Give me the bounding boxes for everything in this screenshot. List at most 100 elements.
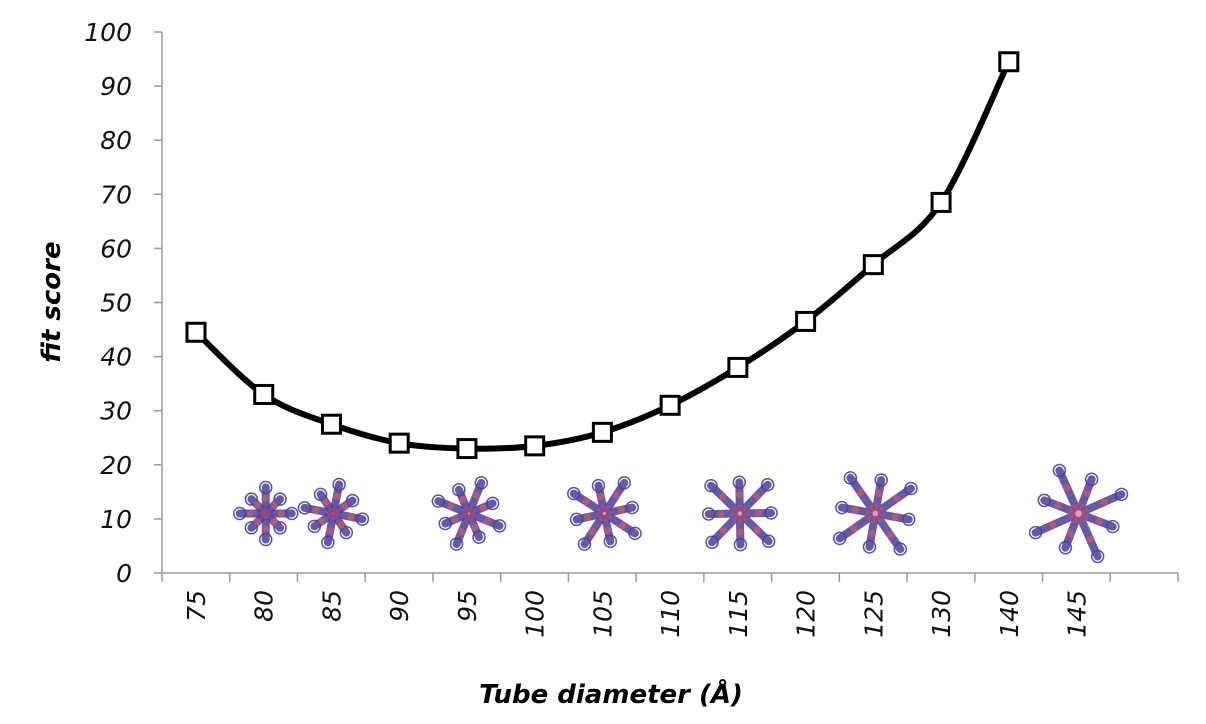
petal-dot (1082, 489, 1090, 497)
tube-petal (1037, 493, 1076, 515)
petal-dot (341, 502, 349, 510)
petal-dot (447, 502, 455, 510)
tube-petal (740, 513, 776, 549)
petal-dot (868, 530, 876, 538)
x-tick-label: 120 (792, 590, 821, 638)
petal-tip (449, 537, 464, 551)
petal-tip (1052, 463, 1067, 478)
petal-tip (704, 478, 718, 493)
petal-tip (492, 519, 507, 533)
y-tick-label: 90 (100, 72, 132, 101)
tube-petal (1081, 512, 1120, 534)
series-group (185, 51, 1020, 460)
petal-dot (886, 531, 894, 539)
tube-petal (605, 500, 639, 517)
series-line (193, 60, 1012, 452)
petal-tip (1090, 549, 1105, 564)
data-point-marker (524, 435, 546, 457)
petal-dot (262, 525, 270, 533)
petal-dot (719, 493, 727, 501)
y-tick-label: 40 (100, 343, 132, 372)
y-tick-label: 80 (100, 126, 132, 155)
x-tick-label: 130 (927, 590, 956, 638)
petal-dot (893, 495, 901, 503)
petal-dot (850, 524, 858, 532)
petal-dot (604, 526, 612, 534)
tube-petal (577, 514, 606, 551)
tube-core (1068, 503, 1089, 524)
data-point-marker (456, 438, 478, 460)
tube-petal (466, 514, 486, 544)
tube-petal (449, 514, 472, 551)
petal-tip (258, 480, 273, 495)
petal-dot (312, 506, 320, 514)
petal-tip (832, 531, 847, 546)
data-point-marker (253, 383, 275, 405)
petal-dot (584, 513, 592, 521)
tube-petal (297, 501, 334, 517)
x-tick-label: 90 (385, 590, 414, 622)
tube-cross-section-image (1028, 463, 1129, 564)
tube-petal (264, 512, 287, 535)
petal-dot (617, 506, 625, 514)
petal-dot (856, 488, 864, 496)
petal-dot (459, 495, 467, 503)
tube-petal (232, 506, 266, 521)
petal-tip (760, 477, 775, 492)
data-point-marker (998, 51, 1020, 73)
tube-petal (835, 500, 873, 517)
tube-petal (732, 475, 747, 512)
petal-dot (347, 513, 355, 521)
y-tick-label: 20 (100, 451, 132, 480)
tube-petal (1052, 463, 1080, 512)
tube-petal (705, 513, 740, 550)
petal-tip (591, 478, 606, 493)
tube-petal (1077, 472, 1099, 511)
petal-tip (835, 500, 849, 515)
tube-petal (469, 496, 500, 516)
petal-dot (322, 498, 330, 506)
petal-dot (253, 501, 261, 509)
petal-tip (232, 506, 247, 521)
petal-tip (567, 486, 581, 501)
tube-petal (862, 515, 879, 554)
petal-dot (875, 489, 883, 497)
petal-tip (577, 537, 592, 551)
petal-tip (474, 476, 489, 490)
y-tick-label: 100 (84, 18, 132, 47)
tube-core (731, 504, 749, 523)
tube-petal (877, 510, 916, 527)
petal-tip (893, 542, 908, 556)
petal-dot (891, 513, 899, 521)
tube-petal (258, 513, 273, 547)
tube-petal (704, 478, 740, 514)
data-point-marker (659, 394, 681, 416)
petal-dot (270, 518, 278, 526)
tube-petal (265, 506, 299, 521)
tube-petal (313, 487, 335, 514)
petal-tip (901, 512, 916, 527)
petal-dot (1067, 530, 1075, 538)
tube-cross-section-image (232, 480, 299, 547)
x-tick-label: 145 (1063, 590, 1092, 638)
tube-cross-section-image (431, 476, 507, 551)
petal-dot (253, 518, 261, 526)
x-tick-label: 140 (995, 590, 1024, 638)
x-tick-label: 80 (250, 590, 279, 622)
tube-petal (604, 512, 642, 541)
tube-petal (733, 515, 748, 552)
petal-tip (284, 506, 299, 521)
petal-dot (619, 521, 627, 529)
tube-petal (330, 477, 346, 514)
tube-petal (567, 486, 604, 515)
petal-dot (246, 509, 254, 517)
tube-petal (569, 510, 604, 527)
petal-dot (1086, 535, 1094, 543)
y-axis: 0 10 20 30 40 50 60 70 80 90 100 (84, 18, 163, 588)
tube-petal (1058, 516, 1081, 555)
petal-tip (764, 506, 778, 520)
tube-core (260, 507, 272, 520)
petal-tip (904, 481, 918, 496)
petal-dot (1054, 502, 1062, 510)
